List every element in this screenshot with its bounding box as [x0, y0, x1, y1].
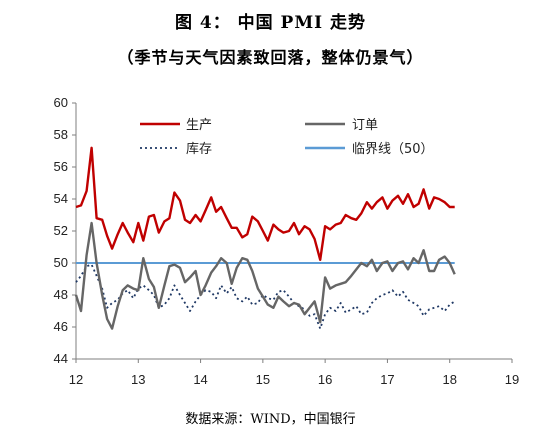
data-source: 数据来源：WIND，中国银行	[185, 412, 356, 427]
series-line-1	[74, 221, 456, 330]
y-tick-label: 50	[54, 255, 68, 270]
series-line-2	[75, 263, 456, 330]
x-tick-label: 17	[380, 372, 394, 387]
x-tick-label: 15	[256, 372, 270, 387]
y-tick-label: 60	[54, 95, 68, 110]
y-tick-label: 52	[54, 223, 68, 238]
x-tick-label: 16	[318, 372, 332, 387]
pmi-line-chart: 44 46 48 50 52 54 56 58 60 12 13 14 15 16 17 18 19 生产 订单库…	[54, 95, 520, 387]
legend-label-1: 订单	[352, 118, 378, 133]
y-tick-label: 46	[54, 319, 68, 334]
legend-label-3: 临界线（50）	[352, 142, 434, 157]
x-tick-label: 13	[131, 372, 145, 387]
x-tick-label: 19	[505, 372, 519, 387]
x-tick-label: 12	[69, 372, 83, 387]
chart-subtitle: （季节与天气因素致回落，整体仍景气）	[117, 48, 424, 67]
x-tick-label: 14	[193, 372, 207, 387]
x-tick-label: 18	[442, 372, 456, 387]
y-tick-label: 48	[54, 287, 68, 302]
y-tick-label: 54	[54, 191, 68, 206]
y-tick-label: 56	[54, 159, 68, 174]
y-tick-label: 44	[54, 351, 68, 366]
series-line-0	[75, 146, 455, 261]
legend-label-2: 库存	[186, 141, 212, 157]
chart-title: 图 4： 中国 PMI 走势	[174, 13, 367, 33]
y-tick-label: 58	[54, 127, 68, 142]
legend-label-0: 生产	[186, 118, 212, 133]
